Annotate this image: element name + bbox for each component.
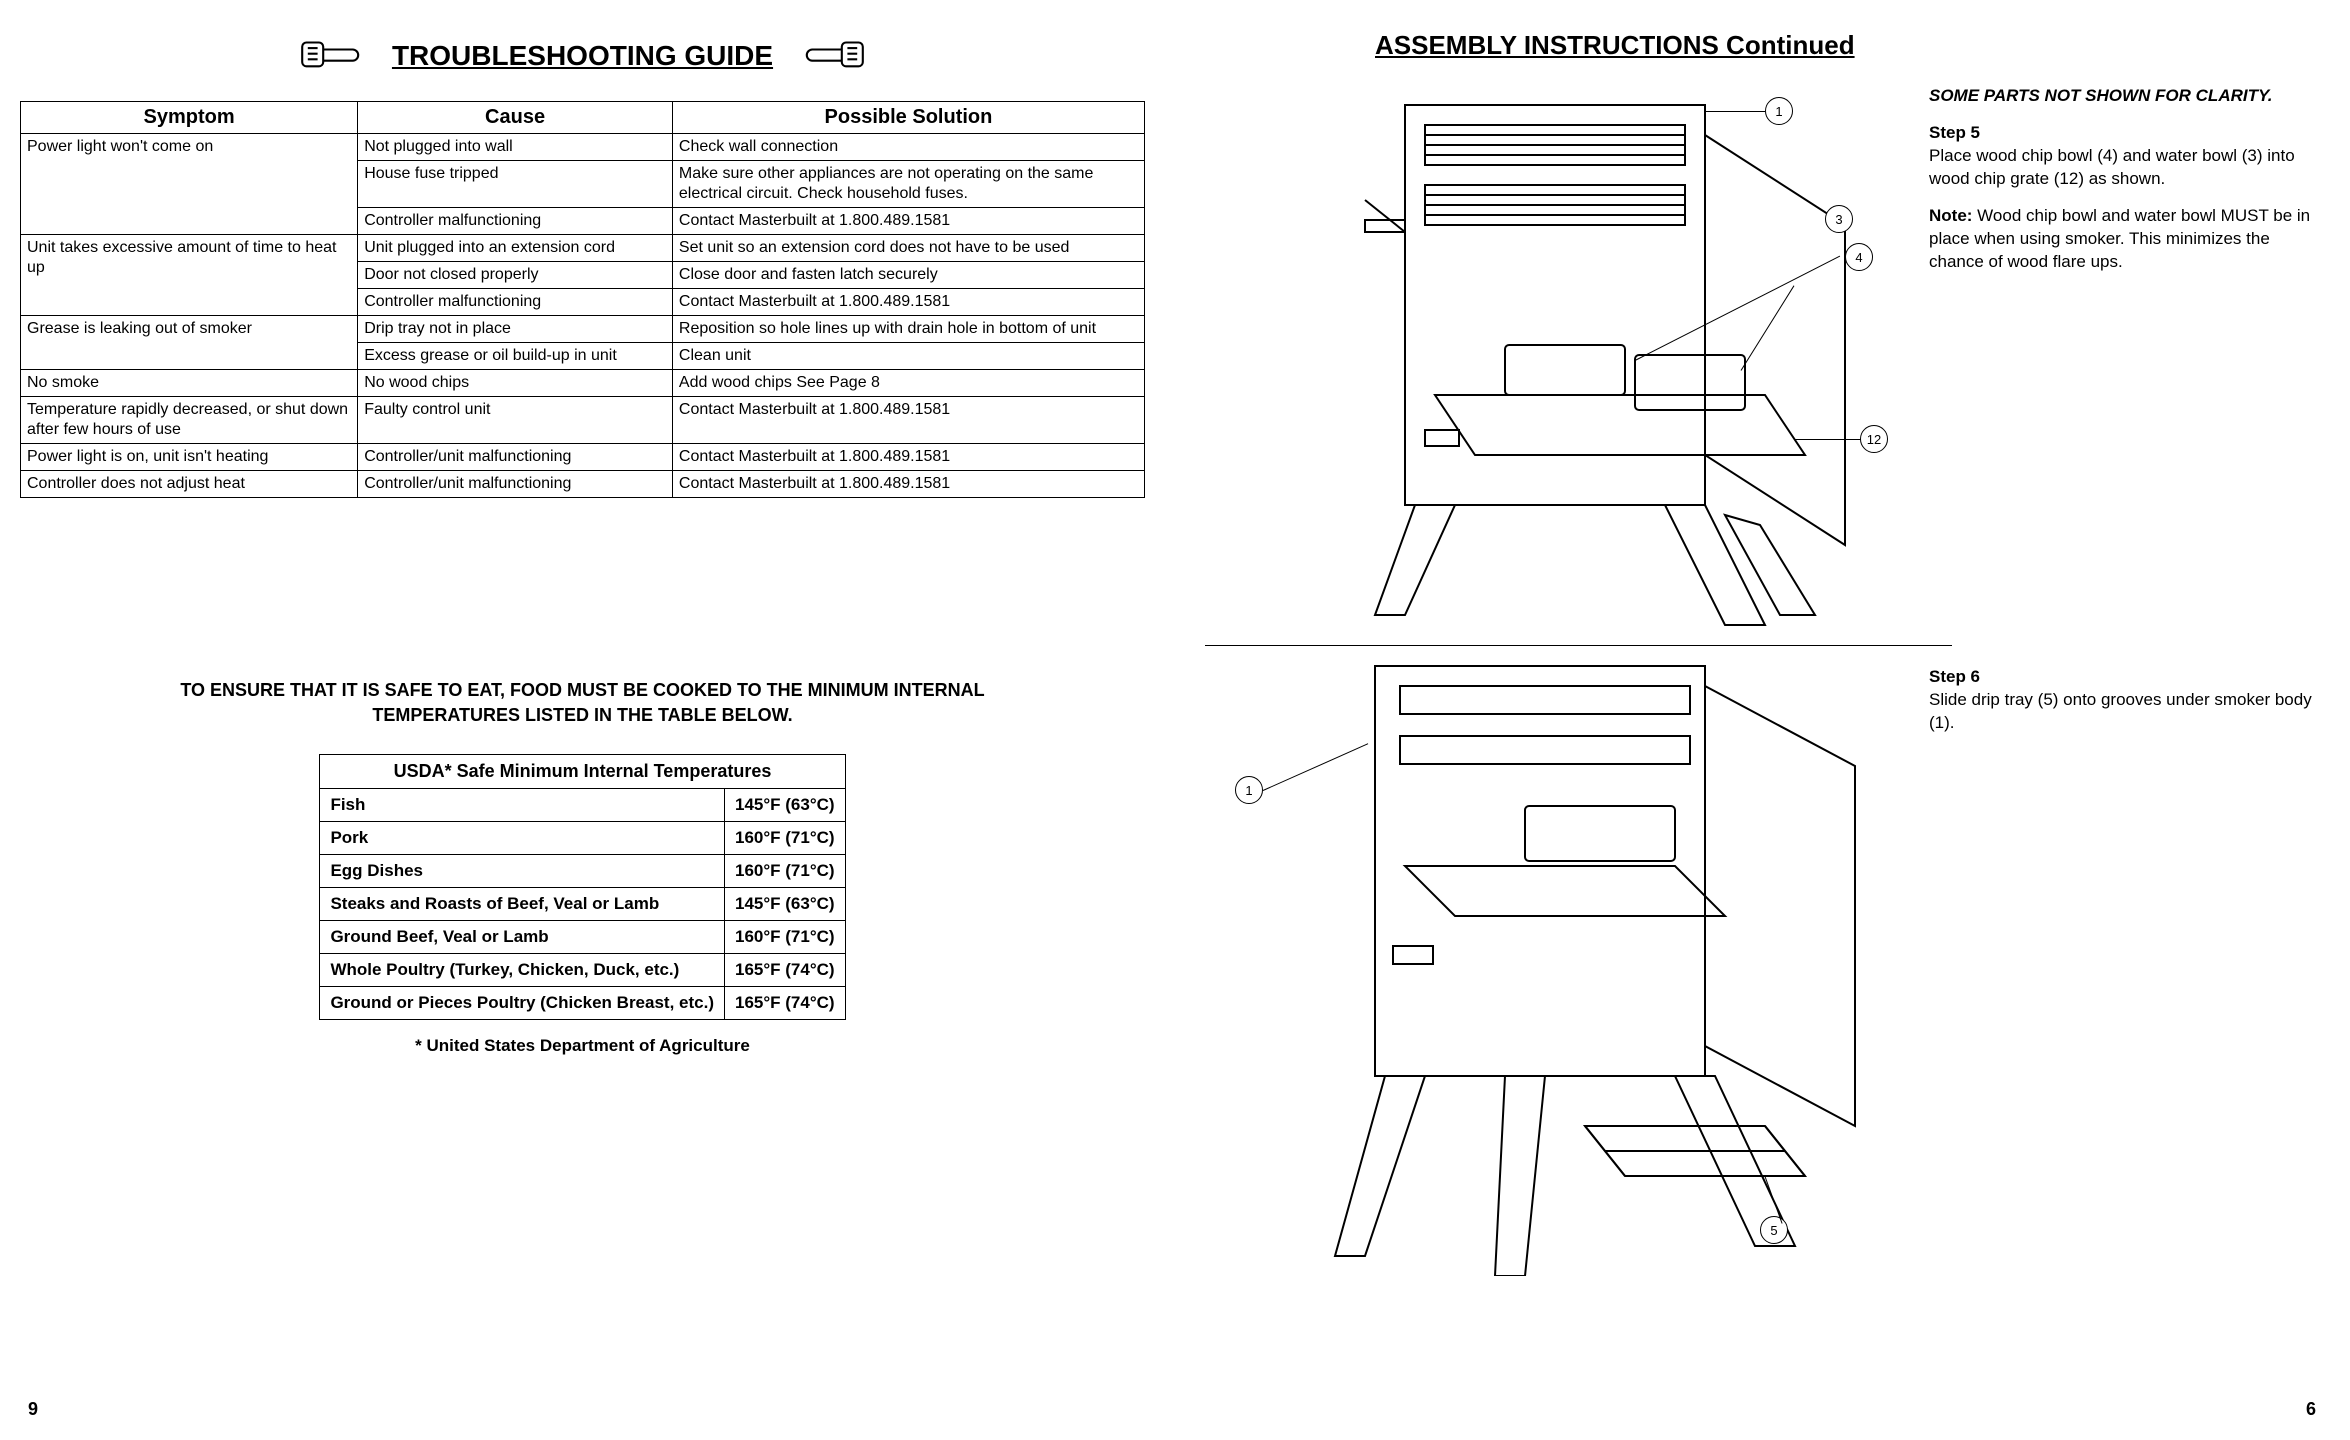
safe-note-line2: TEMPERATURES LISTED IN THE TABLE BELOW.: [372, 705, 792, 725]
smoker-step5-icon: [1205, 75, 1905, 635]
step6-diagram: 1 5: [1205, 656, 1905, 1276]
th-solution: Possible Solution: [672, 102, 1144, 134]
usda-cell: 160°F (71°C): [724, 921, 845, 954]
usda-cell: 165°F (74°C): [724, 987, 845, 1020]
step5-text: SOME PARTS NOT SHOWN FOR CLARITY. Step 5…: [1929, 75, 2320, 635]
page-number-left: 9: [28, 1399, 38, 1420]
symptom-cell: Power light is on, unit isn't heating: [21, 444, 358, 471]
usda-cell: 165°F (74°C): [724, 954, 845, 987]
step5-note-body: Wood chip bowl and water bowl MUST be in…: [1929, 206, 2310, 271]
troubleshooting-title: TROUBLESHOOTING GUIDE: [392, 40, 773, 72]
solution-cell: Check wall connection: [672, 134, 1144, 161]
usda-cell: Ground Beef, Veal or Lamb: [320, 921, 725, 954]
step5-head: Step 5: [1929, 123, 1980, 142]
section-divider: [1205, 645, 1952, 646]
callout-3: 3: [1825, 205, 1853, 233]
callout-5: 5: [1760, 1216, 1788, 1244]
troubleshooting-table: Symptom Cause Possible Solution Power li…: [20, 101, 1145, 498]
cause-cell: Controller malfunctioning: [358, 289, 673, 316]
usda-cell: Fish: [320, 789, 725, 822]
pointing-hand-right-icon: [797, 28, 867, 83]
symptom-cell: Controller does not adjust heat: [21, 471, 358, 498]
callout-4: 4: [1845, 243, 1873, 271]
solution-cell: Clean unit: [672, 343, 1144, 370]
usda-cell: 145°F (63°C): [724, 888, 845, 921]
solution-cell: Add wood chips See Page 8: [672, 370, 1144, 397]
usda-cell: Steaks and Roasts of Beef, Veal or Lamb: [320, 888, 725, 921]
callout-1b: 1: [1235, 776, 1263, 804]
usda-cell: 145°F (63°C): [724, 789, 845, 822]
solution-cell: Make sure other appliances are not opera…: [672, 161, 1144, 208]
step5-body: Place wood chip bowl (4) and water bowl …: [1929, 146, 2295, 188]
step6-text: Step 6 Slide drip tray (5) onto grooves …: [1929, 656, 2320, 1276]
step6-body: Slide drip tray (5) onto grooves under s…: [1929, 690, 2312, 732]
cause-cell: Controller/unit malfunctioning: [358, 444, 673, 471]
usda-cell: Ground or Pieces Poultry (Chicken Breast…: [320, 987, 725, 1020]
usda-cell: Pork: [320, 822, 725, 855]
pointing-hand-left-icon: [298, 28, 368, 83]
cause-cell: Controller malfunctioning: [358, 208, 673, 235]
solution-cell: Set unit so an extension cord does not h…: [672, 235, 1144, 262]
safe-note-line1: TO ENSURE THAT IT IS SAFE TO EAT, FOOD M…: [180, 680, 984, 700]
usda-cell: 160°F (71°C): [724, 822, 845, 855]
step5-note-label: Note:: [1929, 206, 1972, 225]
usda-caption: USDA* Safe Minimum Internal Temperatures: [319, 754, 845, 788]
solution-cell: Contact Masterbuilt at 1.800.489.1581: [672, 208, 1144, 235]
cause-cell: No wood chips: [358, 370, 673, 397]
page-right: ASSEMBLY INSTRUCTIONS Continued: [1175, 0, 2350, 1440]
parts-note: SOME PARTS NOT SHOWN FOR CLARITY.: [1929, 85, 2320, 108]
usda-footnote: * United States Department of Agricultur…: [415, 1036, 750, 1056]
callout-1: 1: [1765, 97, 1793, 125]
callout-12: 12: [1860, 425, 1888, 453]
solution-cell: Reposition so hole lines up with drain h…: [672, 316, 1144, 343]
cause-cell: Drip tray not in place: [358, 316, 673, 343]
usda-cell: Whole Poultry (Turkey, Chicken, Duck, et…: [320, 954, 725, 987]
step6-head: Step 6: [1929, 667, 1980, 686]
smoker-step6-icon: [1205, 656, 1905, 1276]
usda-table: USDA* Safe Minimum Internal Temperatures…: [319, 754, 845, 1020]
usda-cell: Egg Dishes: [320, 855, 725, 888]
th-cause: Cause: [358, 102, 673, 134]
th-symptom: Symptom: [21, 102, 358, 134]
step5-row: 1 3 4 12 SOME PARTS NOT SHOWN FOR CLARIT…: [1205, 75, 2320, 635]
symptom-cell: Temperature rapidly decreased, or shut d…: [21, 397, 358, 444]
step6-row: 1 5 Step 6 Slide drip tray (5) onto groo…: [1205, 656, 2320, 1276]
cause-cell: Door not closed properly: [358, 262, 673, 289]
symptom-cell: Power light won't come on: [21, 134, 358, 235]
solution-cell: Contact Masterbuilt at 1.800.489.1581: [672, 471, 1144, 498]
cause-cell: House fuse tripped: [358, 161, 673, 208]
step5-diagram: 1 3 4 12: [1205, 75, 1905, 635]
solution-cell: Contact Masterbuilt at 1.800.489.1581: [672, 397, 1144, 444]
symptom-cell: Grease is leaking out of smoker: [21, 316, 358, 370]
solution-cell: Contact Masterbuilt at 1.800.489.1581: [672, 289, 1144, 316]
page-number-right: 6: [2306, 1399, 2316, 1420]
guide-header: TROUBLESHOOTING GUIDE: [20, 28, 1145, 83]
page-left: TROUBLESHOOTING GUIDE Symptom Caus: [0, 0, 1175, 1440]
cause-cell: Not plugged into wall: [358, 134, 673, 161]
symptom-cell: Unit takes excessive amount of time to h…: [21, 235, 358, 316]
solution-cell: Close door and fasten latch securely: [672, 262, 1144, 289]
safe-temp-note: TO ENSURE THAT IT IS SAFE TO EAT, FOOD M…: [20, 678, 1145, 728]
cause-cell: Unit plugged into an extension cord: [358, 235, 673, 262]
cause-cell: Faulty control unit: [358, 397, 673, 444]
usda-cell: 160°F (71°C): [724, 855, 845, 888]
assembly-title: ASSEMBLY INSTRUCTIONS Continued: [1375, 30, 2320, 61]
symptom-cell: No smoke: [21, 370, 358, 397]
cause-cell: Controller/unit malfunctioning: [358, 471, 673, 498]
cause-cell: Excess grease or oil build-up in unit: [358, 343, 673, 370]
solution-cell: Contact Masterbuilt at 1.800.489.1581: [672, 444, 1144, 471]
